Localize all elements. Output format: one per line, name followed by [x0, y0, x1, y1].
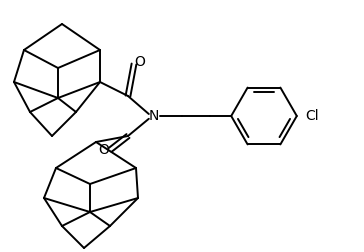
- Text: Cl: Cl: [306, 109, 319, 123]
- Text: O: O: [99, 143, 110, 158]
- Text: N: N: [149, 109, 159, 123]
- Text: O: O: [135, 55, 146, 69]
